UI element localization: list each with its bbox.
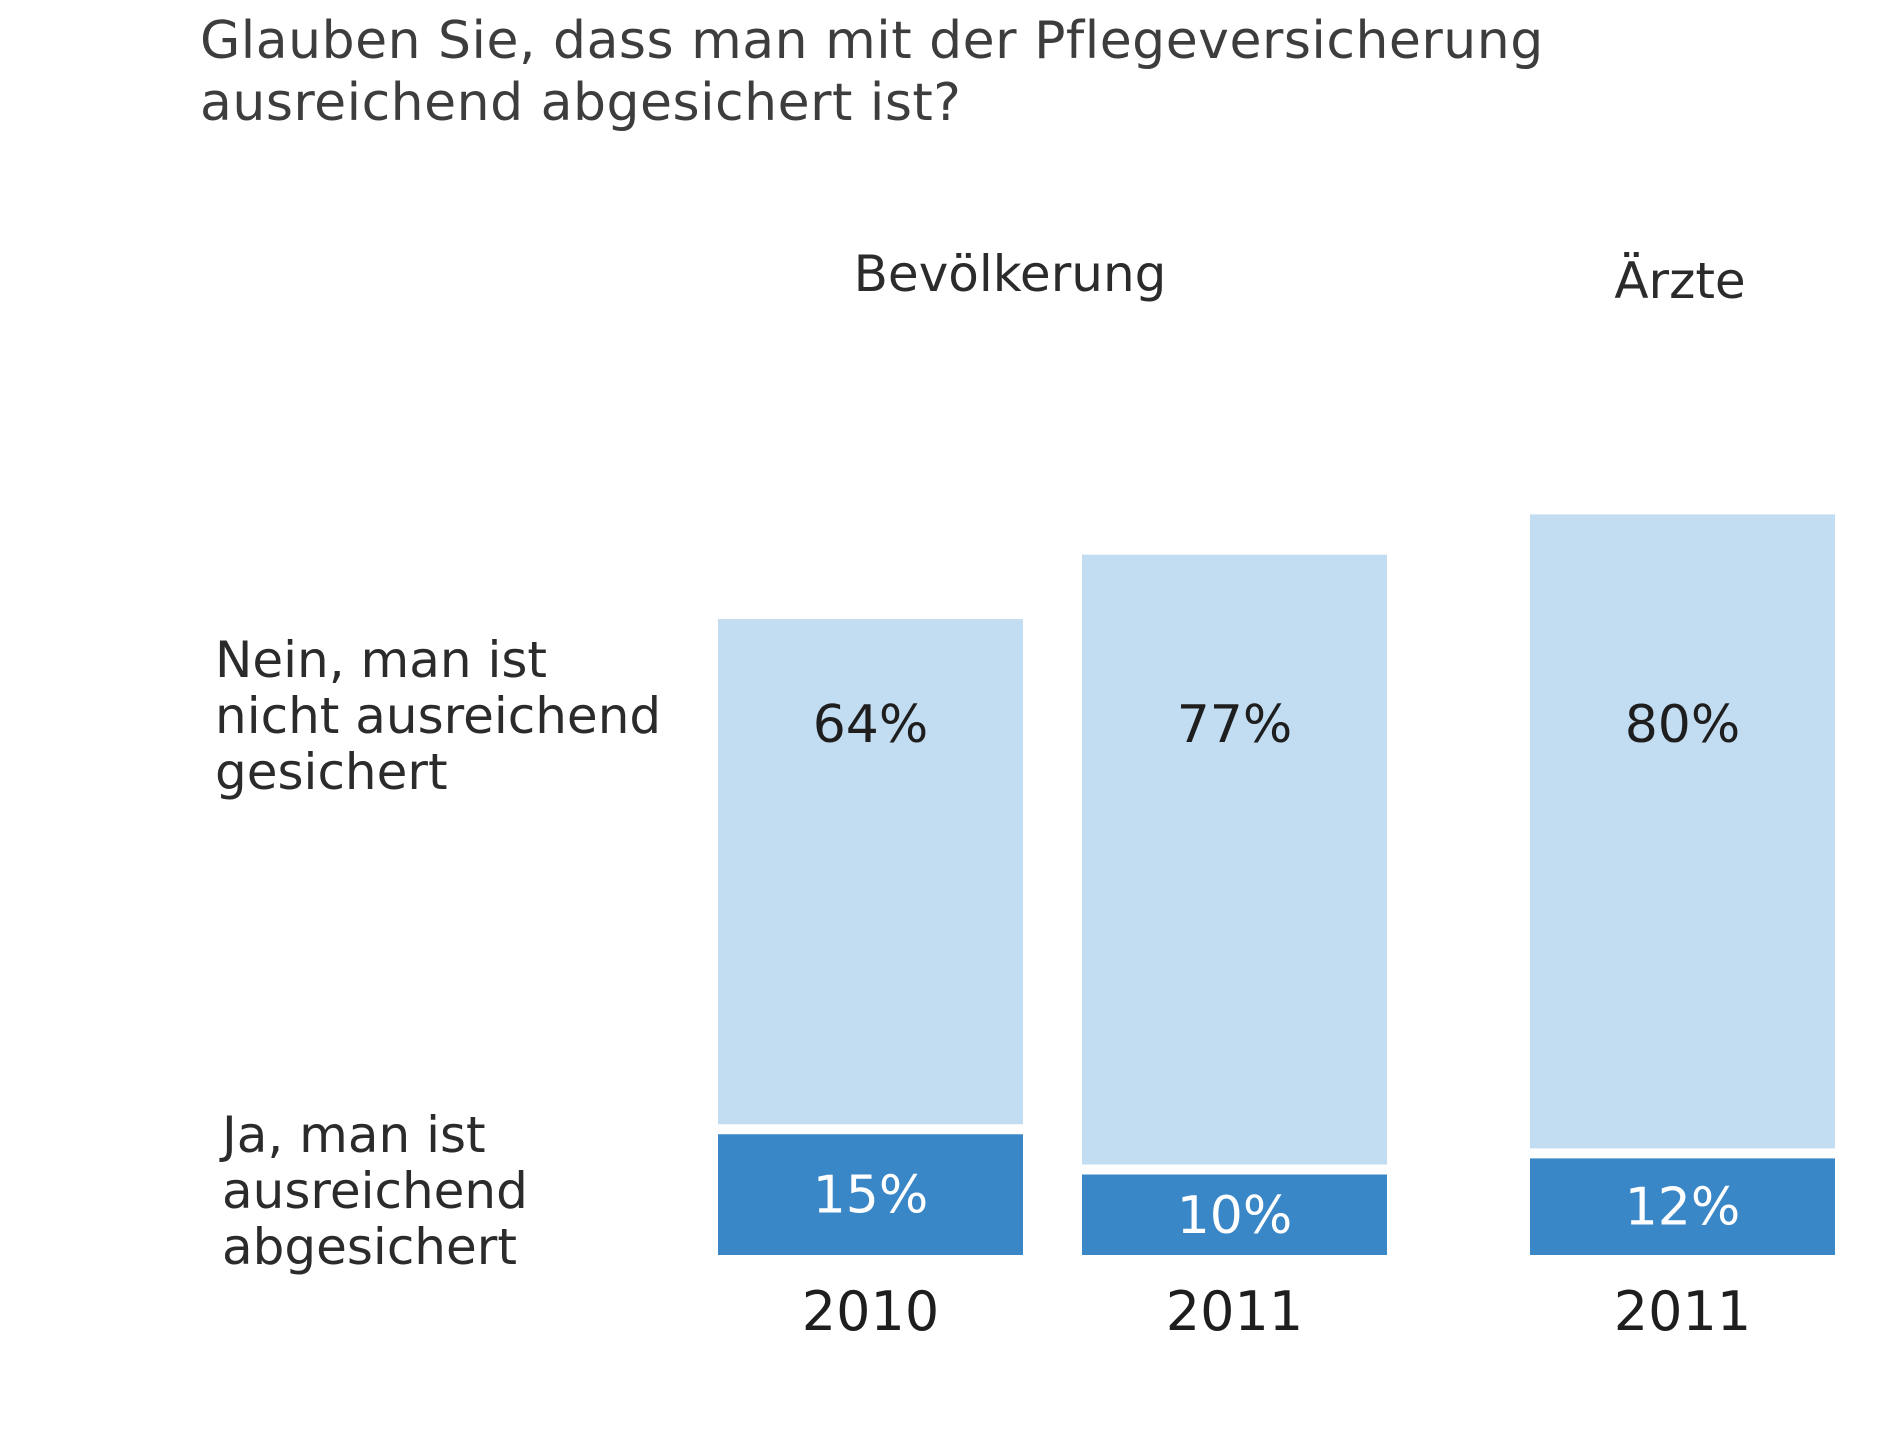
chart-title: Glauben Sie, dass man mit der Pflegevers…	[200, 10, 1700, 134]
legend-label-ja-line-2: ausreichend	[222, 1162, 528, 1220]
legend-label-nein-line-3: gesichert	[215, 743, 448, 801]
legend-label-ja-line-1: Ja, man ist	[222, 1106, 486, 1164]
bar-ja-1	[1082, 1174, 1387, 1255]
bar-nein-0	[718, 619, 1023, 1125]
value-label-nein-0: 64%	[813, 695, 929, 755]
chart-title-line-1: Glauben Sie, dass man mit der Pflegevers…	[200, 11, 1544, 71]
value-label-nein-1: 77%	[1177, 695, 1293, 755]
value-label-nein-2: 80%	[1625, 695, 1741, 755]
value-label-ja-0: 15%	[813, 1166, 929, 1226]
legend-label-ja: Ja, man ist ausreichend abgesichert	[222, 1107, 528, 1275]
chart-title-line-2: ausreichend abgesichert ist?	[200, 73, 962, 133]
group-label-aerzte: Ärzte	[1614, 252, 1746, 310]
bar-nein-1	[1082, 554, 1387, 1165]
year-label-1: 2011	[1166, 1280, 1303, 1343]
year-label-0: 2010	[802, 1280, 939, 1343]
legend-label-ja-line-3: abgesichert	[222, 1218, 517, 1276]
legend-label-nein-line-1: Nein, man ist	[215, 631, 548, 689]
bar-ja-2	[1530, 1158, 1835, 1255]
value-label-ja-2: 12%	[1625, 1178, 1741, 1238]
group-label-bevoelkerung: Bevölkerung	[853, 245, 1167, 303]
bar-nein-2	[1530, 514, 1835, 1149]
legend-label-nein-line-2: nicht ausreichend	[215, 687, 662, 745]
bar-ja-0	[718, 1134, 1023, 1255]
year-label-2: 2011	[1614, 1280, 1751, 1343]
legend-label-nein: Nein, man ist nicht ausreichend gesicher…	[215, 632, 661, 800]
value-label-ja-1: 10%	[1177, 1186, 1293, 1246]
